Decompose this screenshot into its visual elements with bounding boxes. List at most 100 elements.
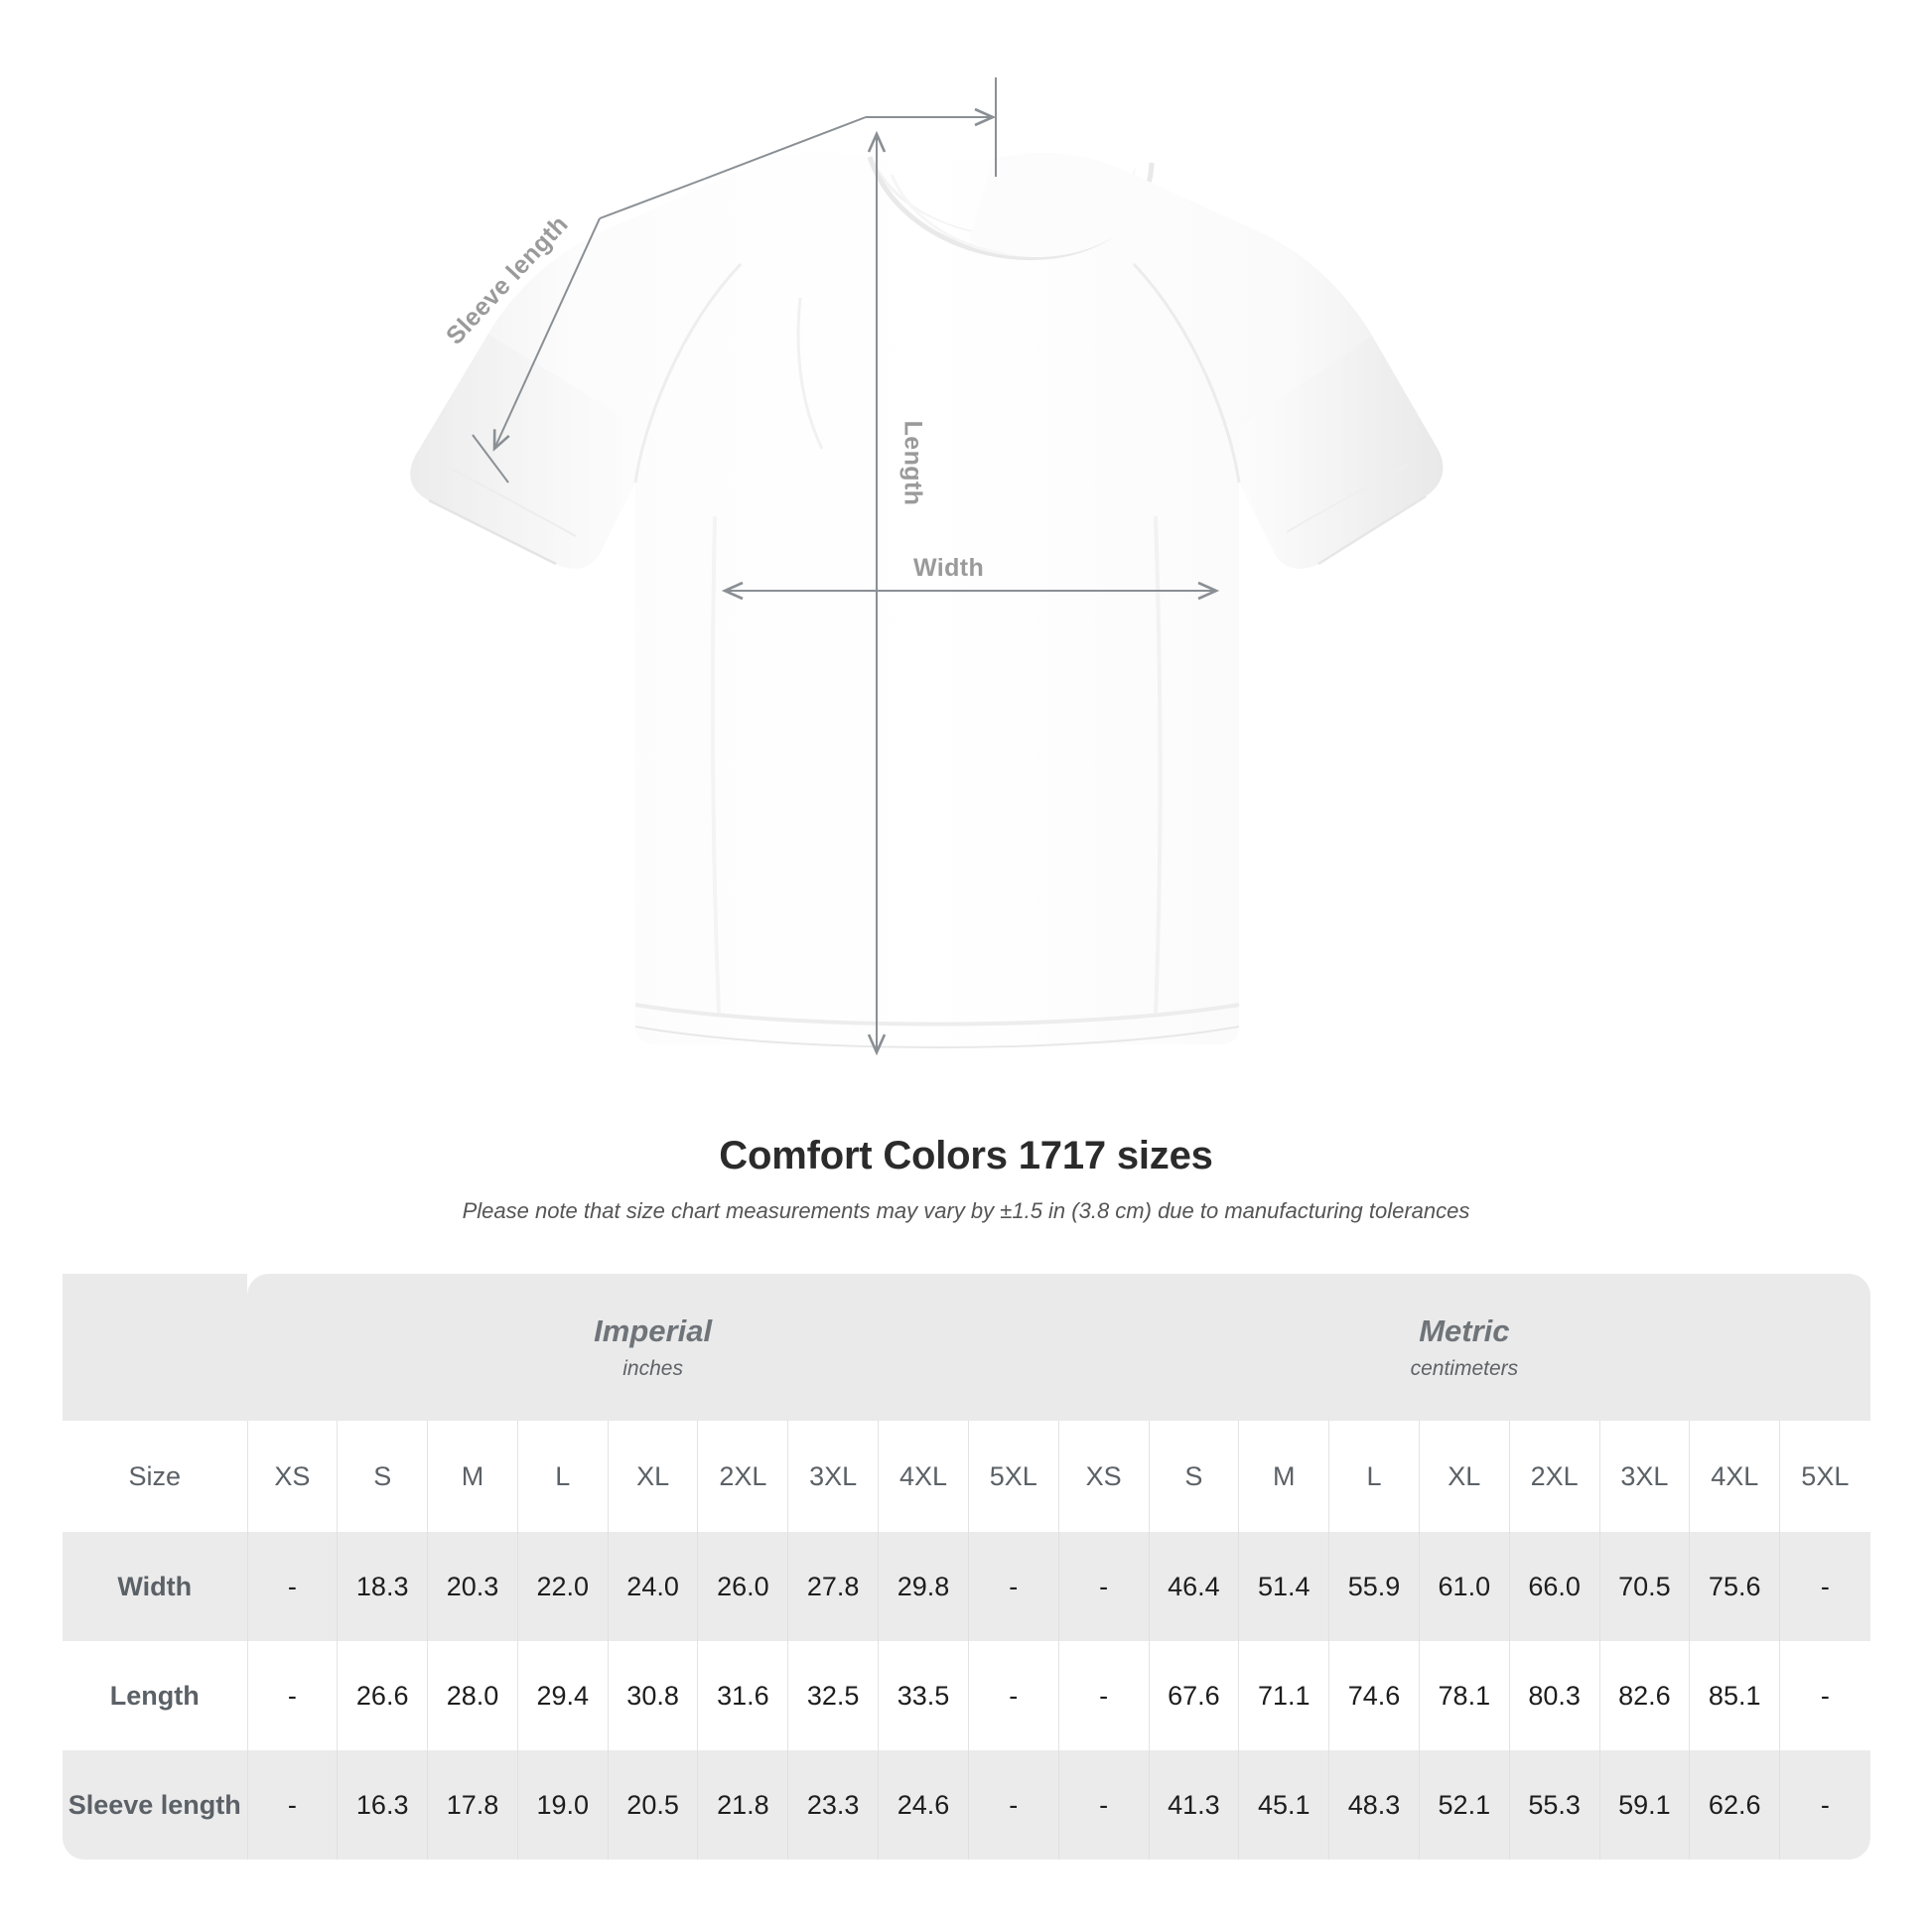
size-col-imperial-s: S bbox=[337, 1421, 428, 1532]
cell-length-metric-4xl: 85.1 bbox=[1689, 1641, 1780, 1750]
measurement-lines bbox=[472, 77, 1220, 1056]
unit-row-spacer bbox=[63, 1274, 247, 1421]
sleeve-leader-diag bbox=[704, 116, 867, 180]
size-header-row: Size XS S M L XL 2XL 3XL 4XL 5XL XS S M … bbox=[63, 1421, 1870, 1532]
table-row: Length - 26.6 28.0 29.4 30.8 31.6 32.5 3… bbox=[63, 1641, 1870, 1750]
width-dimension-label: Width bbox=[913, 554, 985, 582]
unit-group-metric-sub: centimeters bbox=[1410, 1357, 1519, 1381]
cell-length-metric-m: 71.1 bbox=[1238, 1641, 1329, 1750]
unit-group-imperial-sub: inches bbox=[622, 1357, 683, 1381]
cell-sleeve-metric-s: 41.3 bbox=[1148, 1750, 1239, 1860]
size-col-imperial-m: M bbox=[427, 1421, 518, 1532]
size-col-metric-4xl: 4XL bbox=[1689, 1421, 1780, 1532]
cell-width-imperial-5xl: - bbox=[967, 1532, 1059, 1641]
size-col-imperial-l: L bbox=[516, 1421, 609, 1532]
cell-length-metric-xs: - bbox=[1057, 1641, 1150, 1750]
length-dimension-label: Length bbox=[898, 420, 927, 506]
cell-width-imperial-s: 18.3 bbox=[337, 1532, 428, 1641]
row-label-sleeve-length: Sleeve length bbox=[63, 1750, 247, 1860]
row-label-width: Width bbox=[63, 1532, 247, 1641]
cell-width-imperial-xl: 24.0 bbox=[607, 1532, 698, 1641]
cell-sleeve-metric-2xl: 55.3 bbox=[1508, 1750, 1600, 1860]
size-col-metric-s: S bbox=[1148, 1421, 1239, 1532]
cell-length-imperial-2xl: 31.6 bbox=[697, 1641, 788, 1750]
size-col-metric-2xl: 2XL bbox=[1508, 1421, 1600, 1532]
cell-sleeve-imperial-xs: - bbox=[246, 1750, 338, 1860]
cell-sleeve-metric-5xl: - bbox=[1779, 1750, 1870, 1860]
size-chart-table: Imperial inches Metric centimeters Size … bbox=[63, 1274, 1870, 1860]
cell-sleeve-metric-xs: - bbox=[1057, 1750, 1150, 1860]
size-chart-table-wrapper: Imperial inches Metric centimeters Size … bbox=[63, 1274, 1870, 1860]
cell-length-imperial-xl: 30.8 bbox=[607, 1641, 698, 1750]
cell-length-imperial-xs: - bbox=[246, 1641, 338, 1750]
tshirt-shape bbox=[410, 152, 1444, 1048]
chart-heading: Comfort Colors 1717 sizes Please note th… bbox=[0, 1132, 1932, 1226]
cell-length-metric-xl: 78.1 bbox=[1418, 1641, 1510, 1750]
cell-width-metric-3xl: 70.5 bbox=[1598, 1532, 1690, 1641]
cell-length-imperial-4xl: 33.5 bbox=[878, 1641, 969, 1750]
unit-group-metric-name: Metric bbox=[1419, 1312, 1510, 1348]
tolerance-note: Please note that size chart measurements… bbox=[462, 1198, 1470, 1223]
tshirt-diagram: Sleeve length Length Width bbox=[410, 77, 1444, 1056]
cell-sleeve-imperial-5xl: - bbox=[967, 1750, 1059, 1860]
size-col-metric-xs: XS bbox=[1057, 1421, 1150, 1532]
cell-length-imperial-3xl: 32.5 bbox=[787, 1641, 879, 1750]
size-col-metric-5xl: 5XL bbox=[1779, 1421, 1870, 1532]
sleeve-dim-line bbox=[492, 217, 601, 452]
size-col-imperial-xs: XS bbox=[246, 1421, 338, 1532]
size-col-metric-l: L bbox=[1328, 1421, 1420, 1532]
cell-sleeve-metric-xl: 52.1 bbox=[1418, 1750, 1510, 1860]
cell-width-metric-4xl: 75.6 bbox=[1689, 1532, 1780, 1641]
cell-width-metric-xs: - bbox=[1057, 1532, 1150, 1641]
cell-width-imperial-m: 20.3 bbox=[427, 1532, 518, 1641]
cell-sleeve-imperial-2xl: 21.8 bbox=[697, 1750, 788, 1860]
cell-sleeve-imperial-m: 17.8 bbox=[427, 1750, 518, 1860]
cell-length-imperial-5xl: - bbox=[967, 1641, 1059, 1750]
cell-width-metric-m: 51.4 bbox=[1238, 1532, 1329, 1641]
size-col-metric-xl: XL bbox=[1418, 1421, 1510, 1532]
size-col-imperial-xl: XL bbox=[607, 1421, 698, 1532]
cell-length-metric-l: 74.6 bbox=[1328, 1641, 1420, 1750]
size-col-imperial-2xl: 2XL bbox=[697, 1421, 788, 1532]
cell-width-imperial-3xl: 27.8 bbox=[787, 1532, 879, 1641]
cell-width-imperial-4xl: 29.8 bbox=[878, 1532, 969, 1641]
unit-group-metric: Metric centimeters bbox=[1058, 1274, 1870, 1421]
table-row: Width - 18.3 20.3 22.0 24.0 26.0 27.8 29… bbox=[63, 1532, 1870, 1641]
cell-sleeve-metric-m: 45.1 bbox=[1238, 1750, 1329, 1860]
sleeve-end-tick bbox=[472, 434, 509, 483]
size-col-imperial-4xl: 4XL bbox=[878, 1421, 969, 1532]
cell-length-metric-5xl: - bbox=[1779, 1641, 1870, 1750]
size-col-metric-m: M bbox=[1238, 1421, 1329, 1532]
cell-length-metric-s: 67.6 bbox=[1148, 1641, 1239, 1750]
unit-group-imperial: Imperial inches bbox=[247, 1274, 1059, 1421]
cell-sleeve-imperial-3xl: 23.3 bbox=[787, 1750, 879, 1860]
cell-sleeve-imperial-l: 19.0 bbox=[516, 1750, 609, 1860]
table-row: Sleeve length - 16.3 17.8 19.0 20.5 21.8… bbox=[63, 1750, 1870, 1860]
size-col-metric-3xl: 3XL bbox=[1598, 1421, 1690, 1532]
size-col-imperial-3xl: 3XL bbox=[787, 1421, 879, 1532]
tshirt-illustration bbox=[410, 77, 1444, 1056]
unit-group-row: Imperial inches Metric centimeters bbox=[63, 1274, 1870, 1421]
cell-length-imperial-l: 29.4 bbox=[516, 1641, 609, 1750]
row-label-length: Length bbox=[63, 1641, 247, 1750]
cell-length-imperial-s: 26.6 bbox=[337, 1641, 428, 1750]
sleeve-leader-diag2 bbox=[599, 178, 706, 219]
size-col-imperial-5xl: 5XL bbox=[967, 1421, 1059, 1532]
cell-width-imperial-xs: - bbox=[246, 1532, 338, 1641]
cell-sleeve-imperial-xl: 20.5 bbox=[607, 1750, 698, 1860]
cell-width-metric-xl: 61.0 bbox=[1418, 1532, 1510, 1641]
cell-width-metric-s: 46.4 bbox=[1148, 1532, 1239, 1641]
cell-length-metric-2xl: 80.3 bbox=[1508, 1641, 1600, 1750]
size-header-label: Size bbox=[63, 1421, 247, 1532]
cell-width-imperial-2xl: 26.0 bbox=[697, 1532, 788, 1641]
cell-sleeve-metric-l: 48.3 bbox=[1328, 1750, 1420, 1860]
cell-width-metric-l: 55.9 bbox=[1328, 1532, 1420, 1641]
cell-sleeve-imperial-4xl: 24.6 bbox=[878, 1750, 969, 1860]
cell-sleeve-imperial-s: 16.3 bbox=[337, 1750, 428, 1860]
cell-sleeve-metric-4xl: 62.6 bbox=[1689, 1750, 1780, 1860]
cell-length-imperial-m: 28.0 bbox=[427, 1641, 518, 1750]
unit-group-imperial-name: Imperial bbox=[594, 1312, 713, 1348]
cell-width-metric-5xl: - bbox=[1779, 1532, 1870, 1641]
cell-width-imperial-l: 22.0 bbox=[516, 1532, 609, 1641]
page-title: Comfort Colors 1717 sizes bbox=[719, 1134, 1213, 1177]
